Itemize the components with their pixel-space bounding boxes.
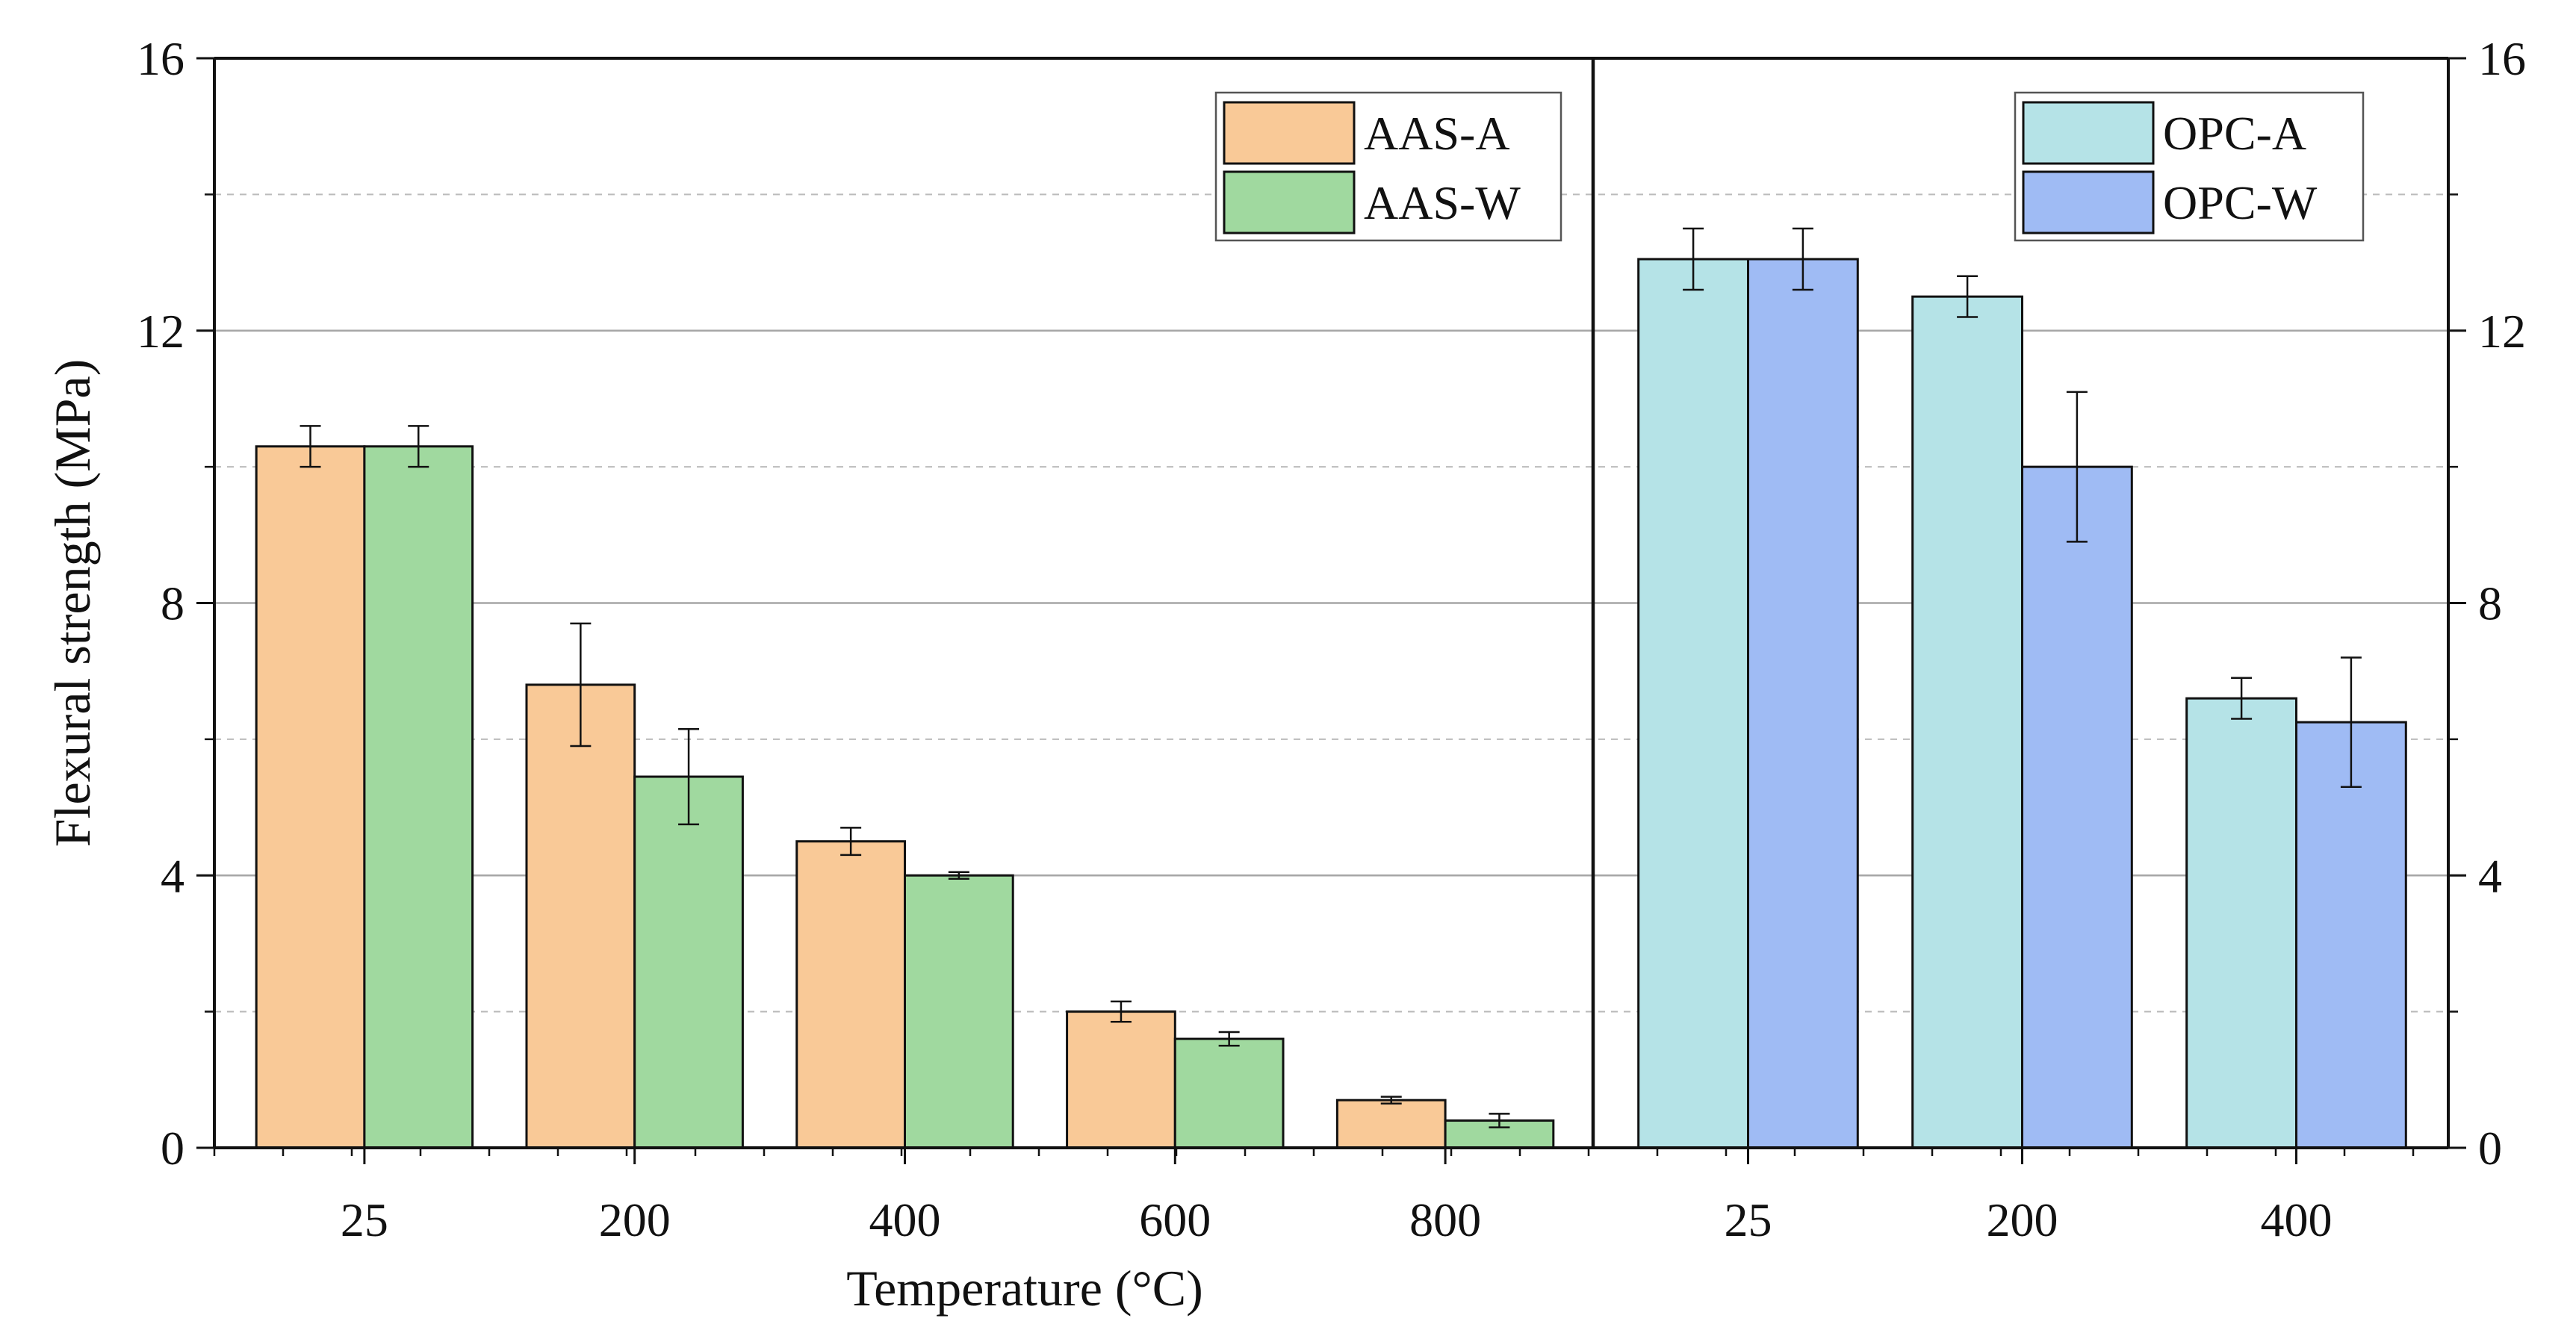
panel-aas: 25 200 400 600 800 bbox=[255, 425, 1555, 1246]
legend-swatch bbox=[2022, 170, 2155, 234]
y-tick-label-right: 4 bbox=[2478, 849, 2502, 902]
y-tick-label-left: 16 bbox=[137, 32, 184, 85]
x-tick-label: 25 bbox=[341, 1193, 388, 1246]
bar bbox=[2021, 465, 2133, 1149]
bar bbox=[795, 840, 907, 1149]
legend-swatch bbox=[1223, 170, 1356, 234]
x-tick-label: 400 bbox=[2261, 1193, 2333, 1246]
legend-label: OPC-W bbox=[2163, 176, 2318, 229]
bar bbox=[633, 775, 744, 1149]
legend-swatch bbox=[1223, 101, 1356, 165]
legend-aas: AAS-A AAS-W bbox=[1214, 91, 1562, 242]
bar bbox=[1066, 1010, 1176, 1149]
x-axis-title: Temperature (°C) bbox=[846, 1260, 1202, 1317]
x-tick-label: 200 bbox=[599, 1193, 671, 1246]
x-tick-label: 400 bbox=[869, 1193, 941, 1246]
y-tick-label-left: 12 bbox=[137, 305, 184, 358]
y-tick-label-right: 8 bbox=[2478, 577, 2502, 630]
y-tick-label-right: 12 bbox=[2478, 305, 2526, 358]
bar bbox=[525, 683, 636, 1149]
bar bbox=[904, 874, 1014, 1149]
panel-opc: 25 200 400 bbox=[1637, 227, 2407, 1246]
legend-label: AAS-A bbox=[1364, 107, 1510, 160]
bar bbox=[1335, 1099, 1447, 1149]
bar bbox=[363, 445, 474, 1149]
bar bbox=[1173, 1037, 1285, 1149]
bar bbox=[1911, 295, 2023, 1149]
axes: 0 0 4 4 8 8 12 12 16 16 bbox=[137, 32, 2526, 1175]
legend-opc: OPC-A OPC-W bbox=[2014, 91, 2365, 242]
y-tick-label-right: 0 bbox=[2478, 1122, 2502, 1175]
y-tick-label-right: 16 bbox=[2478, 32, 2526, 85]
y-axis-title: Flexural strength (MPa) bbox=[44, 359, 101, 847]
y-tick-label-left: 0 bbox=[161, 1122, 184, 1175]
bar bbox=[1637, 258, 1749, 1149]
x-tick-label: 25 bbox=[1725, 1193, 1772, 1246]
legend-swatch bbox=[2022, 101, 2155, 165]
y-tick-label-left: 4 bbox=[161, 849, 184, 902]
legend-label: OPC-A bbox=[2163, 107, 2306, 160]
x-tick-label: 600 bbox=[1139, 1193, 1211, 1246]
bar bbox=[1747, 258, 1859, 1149]
legend-label: AAS-W bbox=[1364, 176, 1521, 229]
x-tick-label: 800 bbox=[1409, 1193, 1481, 1246]
bar bbox=[2185, 697, 2297, 1149]
bar bbox=[2295, 721, 2407, 1149]
y-tick-label-left: 8 bbox=[161, 577, 184, 630]
x-tick-label: 200 bbox=[1987, 1193, 2058, 1246]
bar bbox=[255, 445, 366, 1149]
